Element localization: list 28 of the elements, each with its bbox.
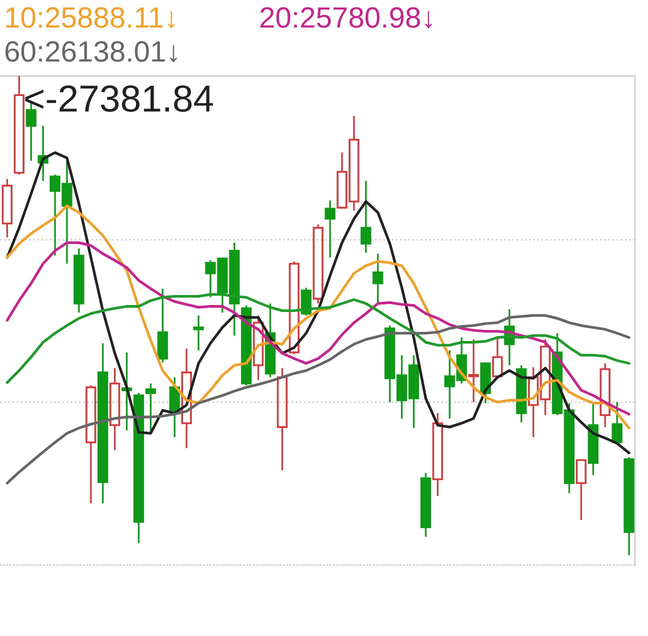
candlestick: [181, 348, 192, 449]
candlestick: [193, 314, 204, 352]
text: 10:25888.11↓: [6, 7, 175, 28]
candlestick: [133, 392, 144, 544]
candlestick: [324, 200, 336, 258]
candlestick: [157, 288, 168, 364]
candlestick: [252, 314, 264, 381]
candlestick: [576, 459, 587, 521]
text: 60:26138.01↓: [5, 41, 177, 62]
candlestick: [612, 401, 622, 444]
candlestick: [624, 456, 634, 556]
candlestick: [468, 338, 479, 403]
candlestick: [74, 248, 84, 314]
candlestick: [600, 362, 610, 428]
candlestick: [14, 76, 24, 176]
candlestick: [492, 336, 503, 380]
candlestick: [420, 472, 432, 538]
candlestick: [98, 342, 108, 504]
candlestick: [588, 402, 598, 476]
candlestick: [276, 367, 288, 472]
candlestick: [86, 384, 96, 504]
annotation: <-27381.84: [25, 85, 213, 112]
candlestick: [432, 412, 444, 497]
candlestick: [360, 180, 372, 254]
text: 20:25780.98↓: [260, 7, 432, 28]
candlestick: [109, 367, 120, 451]
candlestick: [372, 252, 384, 304]
candlestick: [2, 178, 13, 238]
